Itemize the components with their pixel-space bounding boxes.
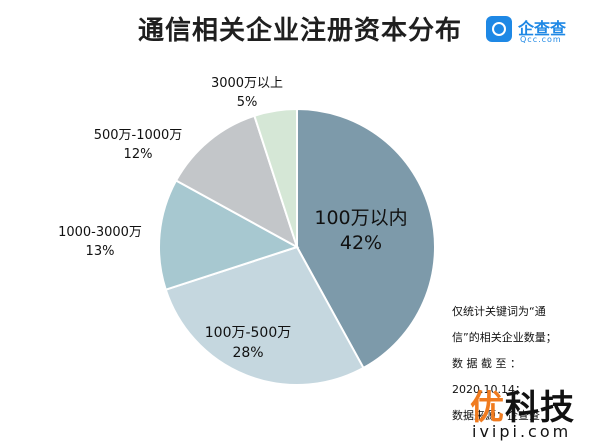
chart-title: 通信相关企业注册资本分布 (137, 16, 462, 46)
pie-slice (253, 107, 298, 248)
pie-slice (164, 245, 365, 386)
footnote: 仅统计关键词为“通 信”的相关企业数量； 数 据 截 至 ： 2020.10.1… (452, 299, 598, 429)
watermark-text: 科技 (505, 388, 575, 428)
watermark-logo: 优科技 (470, 380, 575, 429)
footnote-line-3: 数 据 截 至 ： (452, 357, 521, 370)
footnote-line-4: 2020.10.14； (452, 383, 526, 396)
slice-percent-label: 28% (232, 345, 263, 361)
pie-slice (296, 107, 436, 370)
footnote-line-2: 信”的相关企业数量； (452, 331, 557, 344)
footnote-line-1: 仅统计关键词为“通 (452, 305, 546, 318)
slice-label: 100万以内 (314, 207, 407, 229)
slice-percent-label: 12% (124, 147, 153, 162)
magnifier-icon (486, 16, 512, 42)
slice-percent-label: 5% (237, 95, 258, 110)
slice-percent-label: 42% (340, 232, 382, 254)
slice-percent-label: 13% (86, 244, 115, 259)
slice-label: 500万-1000万 (94, 128, 183, 143)
slice-label: 1000-3000万 (58, 225, 142, 240)
logo-url: Qcc.com (520, 35, 562, 44)
pie-slice (158, 179, 300, 291)
watermark: 优科技 ivipi.com (470, 380, 600, 445)
qcc-logo: 企查查 Qcc.com (486, 16, 596, 48)
slice-label: 3000万以上 (211, 76, 283, 91)
watermark-accent: 优 (470, 388, 505, 428)
slice-label: 100万-500万 (205, 325, 292, 341)
pie-slice (174, 114, 299, 250)
footnote-line-5: 数据来源：企查查 (452, 409, 540, 422)
logo-name: 企查查 (518, 19, 567, 38)
watermark-url: ivipi.com (472, 422, 572, 441)
